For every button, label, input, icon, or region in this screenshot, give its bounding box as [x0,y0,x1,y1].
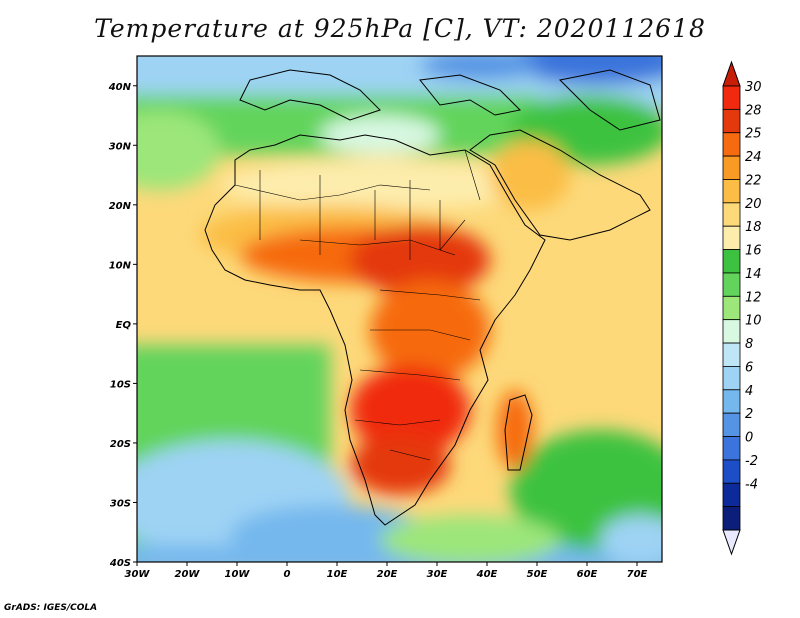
colorbar-segment [722,249,741,274]
lat-tick-label: 40N [108,82,132,93]
field-northeast-cold [510,56,662,85]
lat-tick-label: 10N [109,260,132,271]
lon-tick-label: 0 [284,569,291,580]
lon-tick-label: 20E [377,569,398,580]
colorbar-label: 0 [745,431,753,446]
colorbar-segment [722,179,741,204]
colorbar-segment [722,132,741,157]
colorbar-segment [722,295,741,321]
colorbar-label: 16 [745,244,762,259]
lat-tick-label: 20S [110,439,131,450]
colorbar-over-triangle [722,60,741,87]
colorbar-segment [722,85,741,110]
colorbar-segment [722,412,741,437]
colorbar-label: 2 [745,407,753,422]
lon-tick-label: 20W [175,569,201,580]
lon-tick-label: 10E [327,569,348,580]
lon-tick-label: 30W [125,569,151,580]
colorbar-segment [722,272,741,297]
colorbar-label: 8 [745,337,753,352]
colorbar-segment [722,389,741,414]
colorbar-label: 20 [745,197,762,212]
lon-tick-label: 40E [476,569,498,580]
europe-coast [239,69,381,121]
madagascar-coast [504,394,533,471]
colorbar-segment [722,342,741,367]
colorbar-label: 4 [745,384,753,399]
arabia-coast [469,129,651,241]
colorbar-segment [722,108,741,134]
lon-tick-label: 70E [627,569,648,580]
colorbar-label: 10 [745,314,762,329]
colorbar-segment [722,482,741,508]
colorbar-label: 18 [745,220,762,235]
lat-tick-label: 10S [110,379,131,390]
credit-text: GrADS: IGES/COLA [4,603,98,613]
map-title: Temperature at 925hPa [C], VT: 202011261… [94,14,706,43]
colorbar-segment [722,459,741,484]
colorbar-label: 24 [745,150,762,165]
plot-frame [136,55,663,563]
africa-coast [204,134,546,526]
colorbar-label: 28 [745,103,762,118]
lat-tick-label: 20N [109,201,132,212]
lat-tick-label: 30S [110,498,131,509]
colorbar-segment [722,366,741,391]
lon-tick-label: 30E [427,569,448,580]
colorbar-label: 14 [745,267,762,282]
temperature-field [137,56,662,562]
longitude-axis: 30W 20W 10W 0 10E 20E 30E 40E 50E 60E 70E [125,562,648,580]
colorbar-under-triangle [722,529,741,556]
lat-tick-label: EQ [116,320,132,331]
country-borders [234,149,481,461]
colorbar-label: -2 [745,454,758,469]
colorbar-label: 25 [745,127,762,142]
colorbar-segment [722,202,741,227]
coastlines [204,69,661,526]
colorbar-segment [722,155,741,180]
field-south-africa-hot [350,365,470,455]
colorbar-label: 22 [745,173,762,188]
lon-tick-label: 60E [577,569,598,580]
lon-tick-label: 50E [527,569,548,580]
colorbar-segment [722,319,741,344]
colorbar-label: 6 [745,360,753,375]
lat-tick-label: 40S [109,558,131,569]
lat-tick-label: 30N [109,141,132,152]
colorbar-label: 30 [745,80,762,95]
latitude-axis: 40N 30N 20N 10N EQ 10S 20S 30S 40S [108,82,137,569]
colorbar-label: -4 [745,477,758,492]
colorbar-label: 12 [745,290,762,305]
lon-tick-label: 10W [225,569,251,580]
colorbar-segment [722,436,741,461]
colorbar-segment [722,506,741,531]
colorbar-segment [722,225,741,250]
